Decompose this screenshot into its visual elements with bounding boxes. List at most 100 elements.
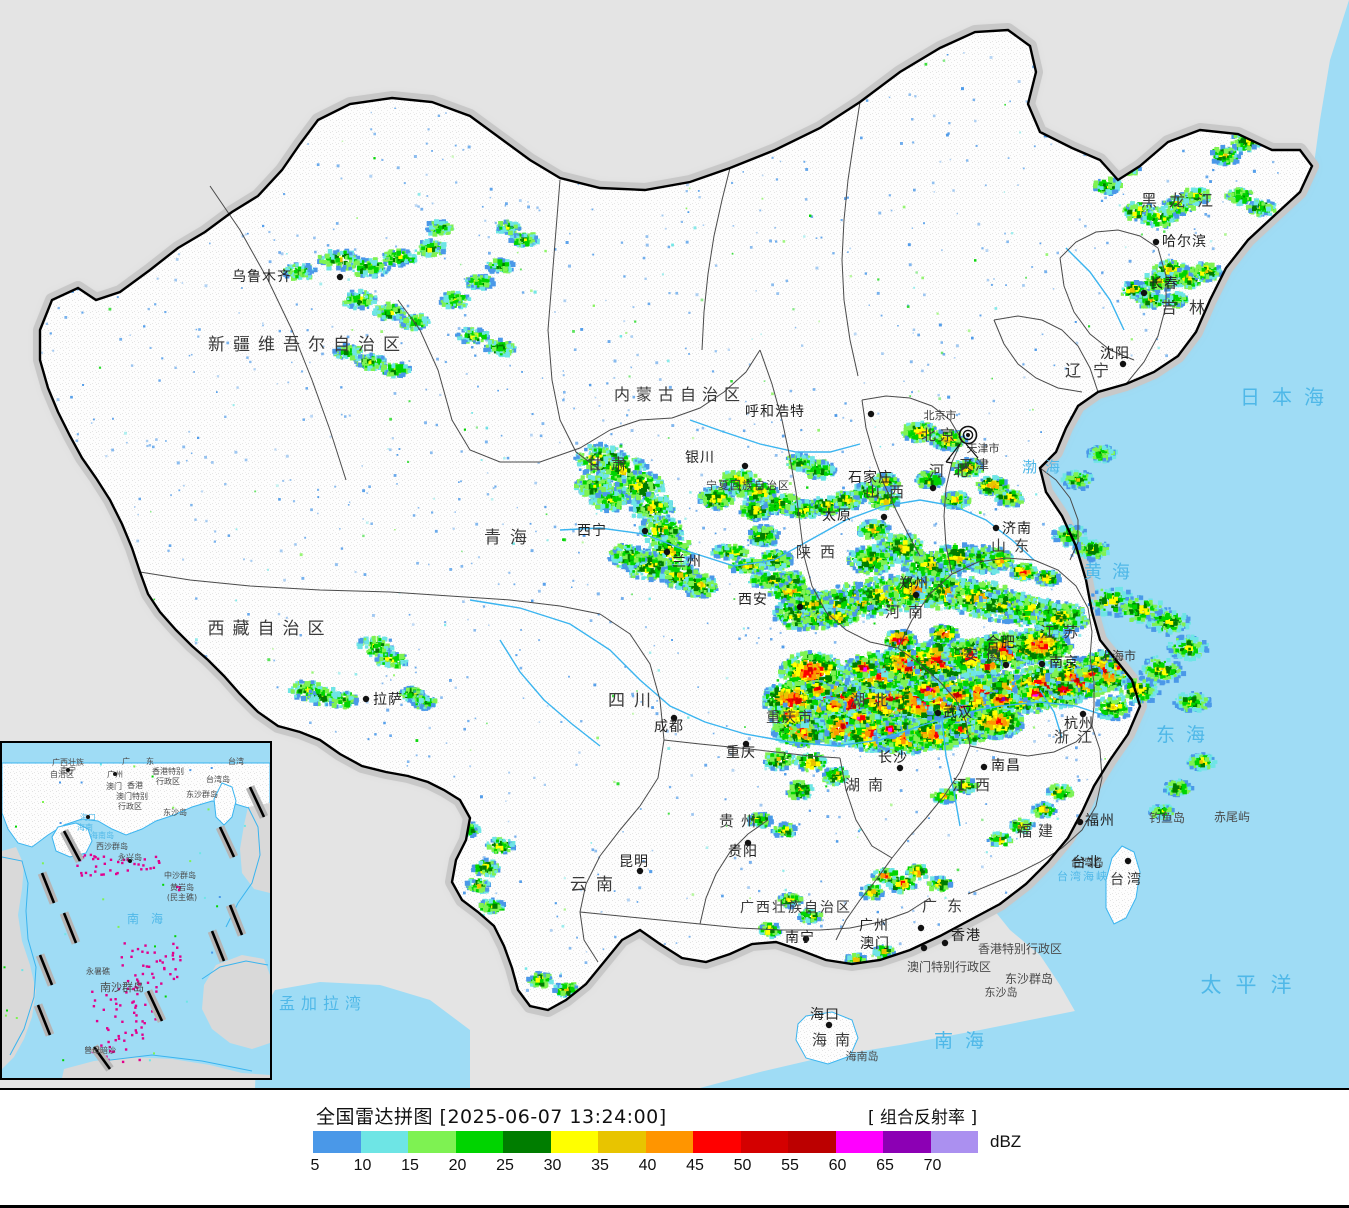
- colorbar-tick-30: 30: [544, 1157, 562, 1175]
- inset-label-4: 东: [146, 756, 154, 766]
- inset-label-21: 中沙群岛: [164, 870, 196, 880]
- province-label-24: 宁夏回族自治区: [706, 478, 790, 492]
- city-label-太原: 太原: [822, 508, 852, 524]
- province-label-8: 广东: [922, 897, 972, 915]
- city-dot-南昌: [981, 764, 987, 770]
- city-label-哈尔滨: 哈尔滨: [1162, 234, 1207, 250]
- colorbar-cell-65: [883, 1131, 931, 1153]
- city-dot-长春: [1141, 290, 1147, 296]
- south-china-sea-inset[interactable]: 广西壮族自治区南宁广东广州澳门香港香港特别行政区澳门特别行政区台湾台湾岛东沙群岛…: [0, 741, 272, 1080]
- colorbar-cell-5: [313, 1131, 361, 1153]
- inset-label-11: 行政区: [118, 801, 142, 811]
- colorbar-cell-30: [551, 1131, 599, 1153]
- city-label-乌鲁木齐: 乌鲁木齐: [232, 269, 292, 285]
- inset-city-dot-3: [128, 859, 132, 863]
- province-label-15: 山东: [991, 537, 1037, 555]
- city-label-香港: 香港: [951, 928, 981, 944]
- city-label-沈阳: 沈阳: [1100, 346, 1130, 362]
- colorbar-cell-35: [598, 1131, 646, 1153]
- city-dot-哈尔滨: [1153, 239, 1159, 245]
- city-label-拉萨: 拉萨: [373, 692, 403, 708]
- city-label-兰州: 兰州: [672, 554, 702, 570]
- province-label-3: 内蒙古自治区: [614, 385, 746, 404]
- city-dot-银川: [742, 463, 748, 469]
- city-dot-南京: [1039, 661, 1045, 667]
- colorbar-cell-25: [503, 1131, 551, 1153]
- colorbar-cell-15: [408, 1131, 456, 1153]
- special-label-6: 东沙群岛: [1005, 971, 1053, 986]
- colorbar-tick-60: 60: [829, 1157, 847, 1175]
- city-dot-太原: [881, 514, 887, 520]
- city-dot-郑州: [913, 592, 919, 598]
- province-label-7: 广西壮族自治区: [740, 900, 852, 916]
- city-dot-台北: [1125, 858, 1131, 864]
- city-dot-拉萨: [363, 696, 369, 702]
- province-label-2: 青海: [484, 528, 536, 548]
- city-label-南宁: 南宁: [785, 929, 815, 946]
- special-label-4: 钓鱼岛: [1149, 810, 1185, 825]
- city-label-西宁: 西宁: [577, 522, 607, 539]
- sea-label-7: 孟加拉湾: [279, 994, 367, 1013]
- province-label-10: 湖南: [845, 776, 891, 794]
- colorbar-tick-35: 35: [591, 1157, 609, 1175]
- inset-city-dot-1: [113, 772, 117, 776]
- province-label-26: 吉林: [1161, 298, 1217, 317]
- city-dot-兰州: [664, 549, 670, 555]
- city-label-济南: 济南: [1002, 521, 1032, 537]
- colorbar-tick-labels: 5 10 15 20 25 30 35 40 45 50 55 60 65 70: [313, 1157, 1013, 1177]
- inset-label-19: 西沙群岛: [96, 841, 128, 851]
- colorbar-cell-70: [931, 1131, 979, 1153]
- province-label-12: 福建: [1017, 822, 1059, 840]
- province-label-29: 北京: [921, 426, 959, 444]
- city-dot-济南: [993, 525, 999, 531]
- colorbar-tick-10: 10: [354, 1157, 372, 1175]
- province-label-0: 新疆维吾尔自治区: [208, 335, 408, 355]
- city-label-合肥: 合肥: [986, 635, 1016, 651]
- inset-city-dot-2: [86, 815, 90, 819]
- inset-label-22: 黄岩岛: [170, 882, 194, 892]
- city-label-南昌: 南昌: [991, 758, 1021, 774]
- city-label-福州: 福州: [1085, 813, 1115, 829]
- colorbar-unit-label: dBZ: [990, 1132, 1021, 1152]
- inset-label-24: 南 海: [127, 911, 163, 926]
- city-label-澳门: 澳门: [860, 936, 890, 952]
- inset-label-15: 东沙岛: [163, 807, 187, 817]
- inset-label-23: (民主礁): [167, 892, 197, 902]
- inset-city-dot-0: [66, 768, 70, 772]
- colorbar-tick-25: 25: [496, 1157, 514, 1175]
- city-label-南京: 南京: [1049, 655, 1079, 671]
- province-label-14: 台湾: [1110, 871, 1144, 888]
- inset-label-7: 香港: [127, 780, 143, 790]
- city-dot-石家庄: [930, 485, 936, 491]
- inset-label-8: 香港特别: [152, 766, 184, 776]
- colorbar-tick-15: 15: [401, 1157, 419, 1175]
- city-label-台北: 台北: [1072, 855, 1102, 871]
- reflectivity-colorbar: [313, 1131, 978, 1153]
- colorbar-cell-60: [836, 1131, 884, 1153]
- city-dot-西安: [797, 604, 803, 610]
- province-label-31: 天津: [959, 458, 991, 474]
- city-label-西安: 西安: [738, 592, 768, 608]
- inset-label-6: 澳门: [106, 781, 122, 791]
- province-label-22: 江苏: [1040, 623, 1086, 641]
- colorbar-cell-50: [741, 1131, 789, 1153]
- city-dot-武汉: [935, 710, 941, 716]
- inset-label-13: 台湾岛: [206, 774, 230, 784]
- province-label-33: 重庆市: [766, 709, 814, 726]
- colorbar-tick-50: 50: [734, 1157, 752, 1175]
- colorbar-cell-55: [788, 1131, 836, 1153]
- city-dot-香港: [942, 940, 948, 946]
- province-label-20: 湖北: [850, 691, 896, 709]
- inset-label-9: 行政区: [156, 776, 180, 786]
- city-dot-福州: [1077, 819, 1083, 825]
- city-label-杭州: 杭州: [1064, 716, 1094, 732]
- colorbar-tick-65: 65: [876, 1157, 894, 1175]
- province-label-1: 西藏自治区: [208, 619, 333, 639]
- inset-label-3: 广: [122, 756, 130, 766]
- city-label-广州: 广州: [859, 918, 889, 934]
- province-label-28: 北京市: [924, 408, 957, 422]
- colorbar-tick-20: 20: [449, 1157, 467, 1175]
- city-dot-澳门: [921, 945, 927, 951]
- city-label-长沙: 长沙: [878, 750, 908, 766]
- inset-label-26: 南沙群岛: [100, 980, 144, 994]
